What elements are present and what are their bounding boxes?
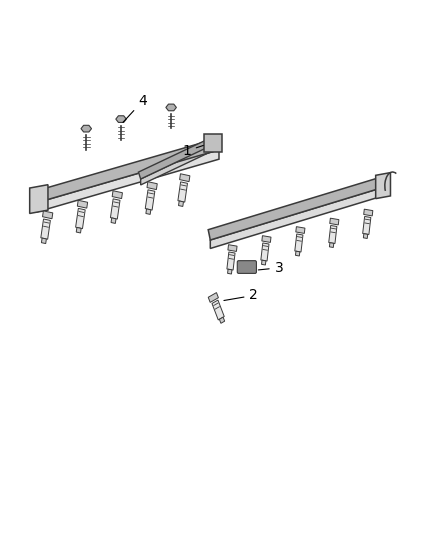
Polygon shape [296, 251, 300, 256]
Polygon shape [42, 211, 53, 219]
Polygon shape [166, 104, 177, 111]
Polygon shape [329, 243, 334, 247]
Polygon shape [180, 174, 190, 182]
Polygon shape [363, 216, 371, 235]
Text: 3: 3 [258, 261, 283, 275]
Polygon shape [112, 191, 123, 199]
Polygon shape [330, 218, 339, 225]
Polygon shape [228, 269, 232, 274]
Polygon shape [179, 201, 184, 206]
Polygon shape [376, 173, 391, 199]
Polygon shape [208, 176, 385, 240]
Polygon shape [76, 228, 81, 233]
Polygon shape [364, 209, 373, 216]
Polygon shape [261, 260, 266, 265]
Polygon shape [145, 190, 155, 210]
Polygon shape [141, 142, 219, 185]
Text: 4: 4 [123, 94, 147, 123]
Polygon shape [42, 238, 46, 244]
Polygon shape [138, 135, 219, 179]
Polygon shape [210, 187, 385, 248]
FancyBboxPatch shape [237, 261, 256, 273]
Polygon shape [295, 234, 303, 252]
Polygon shape [147, 182, 157, 190]
Polygon shape [212, 300, 224, 320]
Polygon shape [78, 200, 88, 208]
Polygon shape [146, 209, 151, 214]
Polygon shape [41, 219, 50, 239]
Polygon shape [364, 233, 368, 238]
Polygon shape [262, 236, 271, 243]
Polygon shape [81, 125, 92, 132]
Polygon shape [228, 245, 237, 252]
Polygon shape [111, 218, 116, 223]
Polygon shape [296, 227, 305, 233]
Text: 2: 2 [224, 288, 258, 302]
Polygon shape [36, 150, 219, 212]
Polygon shape [116, 116, 126, 123]
Polygon shape [178, 182, 187, 202]
Polygon shape [261, 243, 269, 261]
Polygon shape [76, 208, 85, 229]
Polygon shape [30, 185, 48, 214]
Polygon shape [110, 199, 120, 219]
Polygon shape [219, 317, 225, 324]
Text: 1: 1 [182, 144, 203, 158]
Polygon shape [34, 139, 219, 203]
Polygon shape [329, 225, 337, 244]
Polygon shape [227, 252, 235, 270]
Polygon shape [208, 293, 219, 302]
FancyBboxPatch shape [204, 134, 222, 152]
